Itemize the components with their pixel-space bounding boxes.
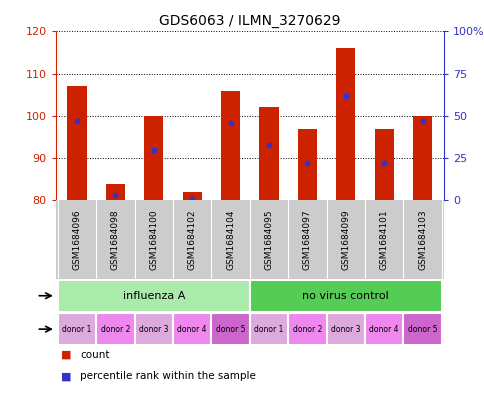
- Text: ■: ■: [60, 371, 71, 381]
- Bar: [58, 313, 96, 345]
- Text: GSM1684104: GSM1684104: [226, 209, 235, 270]
- Text: count: count: [80, 350, 109, 360]
- Text: donor 5: donor 5: [215, 325, 245, 334]
- Text: donor 2: donor 2: [100, 325, 130, 334]
- Bar: [249, 313, 287, 345]
- Text: ■: ■: [60, 350, 71, 360]
- Text: donor 1: donor 1: [62, 325, 91, 334]
- Text: donor 5: donor 5: [407, 325, 437, 334]
- Bar: [326, 313, 364, 345]
- Text: GSM1684099: GSM1684099: [341, 209, 349, 270]
- Bar: [134, 313, 173, 345]
- Text: GSM1684097: GSM1684097: [302, 209, 311, 270]
- Bar: [335, 48, 355, 200]
- Text: GSM1684095: GSM1684095: [264, 209, 273, 270]
- Bar: [403, 313, 441, 345]
- Bar: [249, 280, 441, 312]
- Bar: [173, 313, 211, 345]
- Bar: [364, 313, 403, 345]
- Text: donor 3: donor 3: [331, 325, 360, 334]
- Bar: [106, 184, 125, 200]
- Bar: [211, 313, 249, 345]
- Text: donor 1: donor 1: [254, 325, 283, 334]
- Title: GDS6063 / ILMN_3270629: GDS6063 / ILMN_3270629: [159, 14, 340, 28]
- Text: GSM1684101: GSM1684101: [379, 209, 388, 270]
- Text: donor 4: donor 4: [369, 325, 398, 334]
- Text: percentile rank within the sample: percentile rank within the sample: [80, 371, 256, 381]
- Bar: [374, 129, 393, 200]
- Bar: [297, 129, 317, 200]
- Bar: [412, 116, 431, 200]
- Text: GSM1684103: GSM1684103: [417, 209, 426, 270]
- Text: donor 3: donor 3: [139, 325, 168, 334]
- Bar: [96, 313, 134, 345]
- Text: GSM1684098: GSM1684098: [110, 209, 120, 270]
- Bar: [259, 107, 278, 200]
- Bar: [182, 192, 201, 200]
- Bar: [221, 90, 240, 200]
- Text: GSM1684096: GSM1684096: [72, 209, 81, 270]
- Bar: [58, 280, 249, 312]
- Text: donor 4: donor 4: [177, 325, 207, 334]
- Text: donor 2: donor 2: [292, 325, 321, 334]
- Bar: [287, 313, 326, 345]
- Text: GSM1684102: GSM1684102: [187, 209, 196, 270]
- Text: GSM1684100: GSM1684100: [149, 209, 158, 270]
- Bar: [144, 116, 163, 200]
- Bar: [67, 86, 86, 200]
- Text: no virus control: no virus control: [302, 291, 388, 301]
- Text: influenza A: influenza A: [122, 291, 184, 301]
